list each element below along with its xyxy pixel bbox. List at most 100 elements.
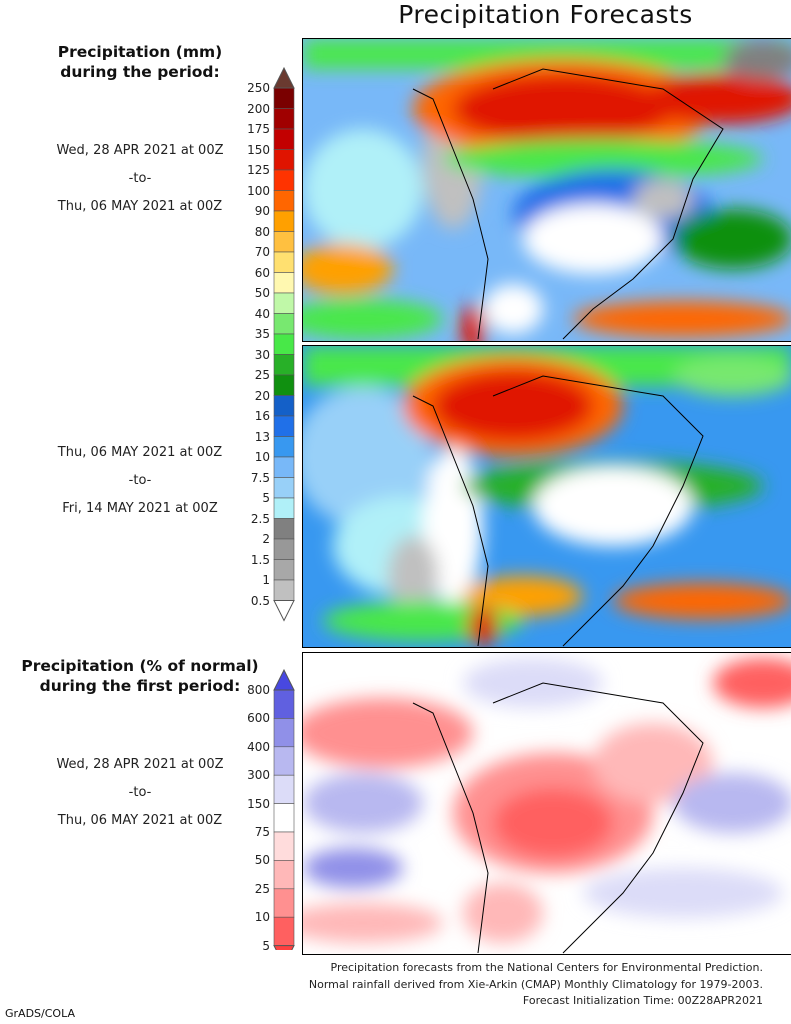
precip-colorbar [273,66,295,622]
colorbar-tick-label: 90 [254,204,270,218]
precip-map-period2 [302,345,791,648]
colorbar-segment [273,456,295,478]
period1-start: Wed, 28 APR 2021 at 00Z [56,143,224,158]
colorbar-segment [273,559,295,581]
grads-credit: GrADS/COLA [5,1007,75,1020]
period3-sep: -to- [128,785,152,800]
colorbar-segment [273,831,295,861]
period2-start: Thu, 06 MAY 2021 at 00Z [57,445,223,460]
precip-map-period2-field [303,346,791,647]
period2-sep: -to- [128,473,152,488]
colorbar-segment [273,333,295,355]
colorbar-tick-label: 10 [254,910,270,925]
period2-end: Fri, 14 MAY 2021 at 00Z [62,501,218,516]
colorbar-top-arrow [273,668,295,691]
colorbar-segment [273,803,295,833]
figure-title: Precipitation Forecasts [398,0,693,29]
precip-map-period1 [302,38,791,342]
colorbar-tick-label: 35 [254,327,270,341]
colorbar-segment [273,149,295,171]
colorbar-segment [273,689,295,719]
colorbar-tick-label: 70 [254,245,270,259]
colorbar-segment [273,395,295,417]
colorbar-segment [273,860,295,890]
colorbar-segment [273,718,295,748]
colorbar-segment [273,538,295,560]
percent-colorbar [273,668,295,950]
colorbar-tick-label: 400 [247,739,270,754]
precip-legend-subtitle: during the period: [60,63,220,81]
coastline [412,68,724,340]
colorbar-segment [273,251,295,273]
percent-normal-map-field [303,653,791,954]
percent-normal-map [302,652,791,955]
colorbar-segment [273,746,295,776]
colorbar-tick-label: 150 [247,796,270,811]
colorbar-segment [273,210,295,232]
colorbar-tick-label: 75 [254,825,270,839]
colorbar-segment [273,415,295,437]
colorbar-tick-label: 10 [254,450,270,464]
colorbar-tick-label: 800 [247,683,270,697]
coastline [412,682,704,954]
period3-start: Wed, 28 APR 2021 at 00Z [56,757,224,772]
colorbar-segment [273,169,295,191]
colorbar-tick-label: 60 [254,265,270,280]
colorbar-tick-label: 150 [247,142,270,157]
colorbar-segment [273,354,295,376]
coastline [412,375,704,647]
colorbar-tick-label: 25 [254,881,270,896]
colorbar-segment [273,916,295,946]
colorbar-segment [273,108,295,130]
percent-legend-subtitle: during the first period: [39,677,241,695]
colorbar-tick-label: 300 [247,768,270,783]
precip-legend-title: Precipitation (mm) [57,43,223,61]
colorbar-tick-label: 125 [247,163,270,177]
footer-line3: Forecast Initialization Time: 00Z28APR20… [522,994,763,1007]
colorbar-bottom-arrow [273,945,295,950]
colorbar-tick-label: 250 [247,81,270,95]
colorbar-tick-label: 7.5 [250,470,270,485]
period1-sep: -to- [128,171,152,186]
colorbar-tick-label: 100 [247,183,270,198]
colorbar-tick-label: 50 [254,286,270,300]
colorbar-tick-label: 5 [262,491,270,505]
colorbar-segment [273,518,295,540]
colorbar-tick-label: 40 [254,306,270,321]
period3-end: Thu, 06 MAY 2021 at 00Z [57,813,223,828]
colorbar-bottom-arrow [273,600,295,622]
colorbar-tick-label: 80 [254,224,270,239]
colorbar-tick-label: 13 [254,429,270,444]
colorbar-segment [273,292,295,314]
precip-map-period1-field [303,39,791,341]
colorbar-tick-label: 1 [262,573,270,587]
colorbar-tick-label: 600 [247,711,270,726]
footer-line1: Precipitation forecasts from the Nationa… [330,961,764,974]
colorbar-segment [273,579,295,601]
colorbar-tick-label: 2 [262,532,270,546]
colorbar-segment [273,774,295,804]
colorbar-tick-label: 1.5 [250,552,270,567]
colorbar-segment [273,436,295,458]
colorbar-segment [273,313,295,335]
colorbar-tick-label: 30 [254,347,270,362]
colorbar-segment [273,128,295,150]
colorbar-tick-label: 50 [254,853,270,868]
colorbar-tick-label: 0.5 [250,593,270,608]
colorbar-segment [273,87,295,109]
colorbar-segment [273,190,295,212]
colorbar-tick-label: 2.5 [250,511,270,526]
colorbar-segment [273,477,295,499]
footer-line2: Normal rainfall derived from Xie-Arkin (… [308,978,763,991]
colorbar-tick-label: 175 [247,122,270,136]
colorbar-tick-label: 16 [254,409,270,423]
colorbar-top-arrow [273,66,295,89]
colorbar-segment [273,231,295,253]
colorbar-tick-label: 25 [254,368,270,382]
colorbar-tick-label: 5 [262,938,270,953]
period1-end: Thu, 06 MAY 2021 at 00Z [57,199,223,214]
colorbar-tick-label: 200 [247,101,270,116]
colorbar-tick-label: 20 [254,388,270,403]
colorbar-segment [273,374,295,396]
